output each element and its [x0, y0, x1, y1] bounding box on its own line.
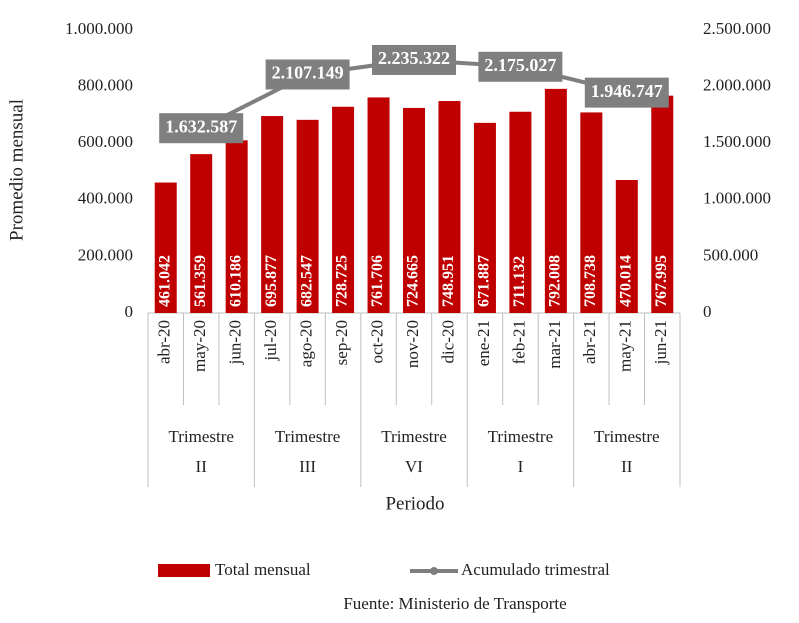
y-tick-label: 0 — [125, 302, 134, 321]
bar-value-label: 711.132 — [511, 256, 528, 307]
bar — [438, 101, 461, 313]
bar — [509, 111, 532, 314]
bar — [615, 179, 638, 313]
y2-tick-label: 1.000.000 — [703, 189, 771, 208]
bar-value-label: 561.359 — [192, 255, 209, 307]
x-tick-label: may-21 — [616, 320, 635, 372]
bar-value-label: 470.014 — [617, 255, 634, 307]
bar — [296, 119, 319, 313]
y-tick-label: 200.000 — [78, 245, 133, 264]
x-tick-label: abr-21 — [580, 320, 599, 364]
bar-value-label: 761.706 — [369, 255, 386, 307]
line-value-label: 2.235.322 — [372, 44, 456, 75]
x-tick-label: mar-21 — [545, 320, 564, 369]
line-value-label: 2.175.027 — [478, 51, 563, 82]
y2-tick-label: 2.000.000 — [703, 76, 771, 95]
group-label: II — [621, 457, 633, 476]
bar — [473, 122, 496, 313]
bar — [154, 182, 177, 313]
legend-label: Total mensual — [215, 560, 311, 579]
x-tick-label: ago-20 — [297, 320, 316, 367]
group-label: II — [196, 457, 208, 476]
legend-dot — [430, 567, 438, 575]
bar-value-label: 767.995 — [653, 255, 670, 307]
bar — [651, 95, 674, 314]
bar-value-label: 682.547 — [298, 255, 315, 307]
legend-swatch — [158, 564, 210, 577]
y2-tick-label: 1.500.000 — [703, 132, 771, 151]
bar-value-label: 461.042 — [156, 255, 173, 307]
x-tick-label: feb-21 — [509, 320, 528, 364]
line-value-text: 1.632.587 — [165, 116, 237, 136]
line-value-label: 2.107.149 — [265, 59, 350, 90]
x-tick-label: oct-20 — [367, 320, 386, 363]
bar — [261, 116, 284, 314]
line-value-text: 2.107.149 — [272, 63, 344, 83]
x-tick-label: ene-21 — [474, 320, 493, 366]
bar-value-label: 671.887 — [476, 255, 493, 307]
source: Fuente: Ministerio de Transporte — [343, 594, 566, 613]
group-label: III — [299, 457, 316, 476]
line-value-label: 1.946.747 — [584, 77, 669, 108]
y-tick-label: 800.000 — [78, 76, 133, 95]
y2-tick-label: 0 — [703, 302, 712, 321]
group-label: I — [518, 457, 524, 476]
bar — [190, 154, 213, 313]
bar — [580, 112, 603, 313]
bar — [403, 107, 425, 314]
group-label: Trimestre — [381, 427, 447, 446]
bar — [367, 97, 390, 314]
bar — [225, 140, 248, 313]
label-box — [372, 44, 456, 75]
group-label: Trimestre — [275, 427, 341, 446]
label-box — [159, 113, 244, 144]
label-box — [478, 51, 563, 82]
group-label: Trimestre — [488, 427, 554, 446]
bar-value-label: 708.738 — [582, 255, 599, 307]
bar-value-label: 724.665 — [405, 255, 422, 307]
bar — [332, 106, 355, 313]
x-axis-label: Periodo — [385, 493, 444, 514]
group-label: Trimestre — [168, 427, 234, 446]
bar-value-label: 610.186 — [227, 255, 244, 307]
x-tick-label: sep-20 — [332, 320, 351, 365]
y-tick-label: 1.000.000 — [65, 19, 133, 38]
bar-value-label: 748.951 — [440, 255, 457, 307]
group-label: Trimestre — [594, 427, 660, 446]
label-box — [584, 77, 669, 108]
x-tick-label: may-20 — [190, 320, 209, 372]
bar — [544, 88, 567, 314]
bar-value-label: 792.008 — [547, 255, 564, 307]
x-tick-label: jun-20 — [226, 320, 245, 365]
bar-value-label: 695.877 — [263, 255, 280, 307]
x-tick-label: nov-20 — [403, 320, 422, 368]
line-value-text: 1.946.747 — [591, 81, 663, 101]
group-label: VI — [405, 457, 423, 476]
x-tick-label: abr-20 — [155, 320, 174, 364]
bar-value-label: 728.725 — [334, 255, 351, 307]
y-tick-label: 400.000 — [78, 189, 133, 208]
y2-tick-label: 2.500.000 — [703, 19, 771, 38]
line-value-label: 1.632.587 — [159, 113, 244, 144]
x-tick-label: dic-20 — [438, 320, 457, 363]
y2-tick-label: 500.000 — [703, 245, 758, 264]
y-axis-label: Promedio mensual — [6, 99, 27, 241]
x-tick-label: jun-21 — [651, 320, 670, 365]
line-value-text: 2.235.322 — [378, 48, 450, 68]
x-tick-label: jul-20 — [261, 320, 280, 362]
label-box — [265, 59, 350, 90]
y-tick-label: 600.000 — [78, 132, 133, 151]
line-value-text: 2.175.027 — [484, 55, 556, 75]
legend-label: Acumulado trimestral — [461, 560, 610, 579]
